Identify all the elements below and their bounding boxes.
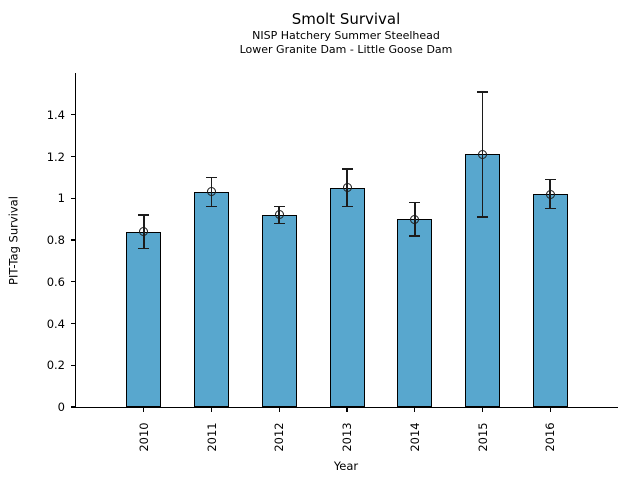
y-tick <box>71 364 76 366</box>
x-tick-label: 2016 <box>543 422 558 452</box>
y-tick <box>71 322 76 325</box>
error-cap-bottom <box>544 207 556 210</box>
y-tick-label: 1.4 <box>46 107 65 122</box>
x-tick-label: 2010 <box>136 422 151 452</box>
open-circle-marker-icon <box>478 149 487 159</box>
chart-subtitle-line1: NISP Hatchery Summer Steelhead <box>252 29 440 42</box>
error-cap-top <box>206 176 217 179</box>
error-cap-bottom <box>273 222 285 225</box>
error-cap-top <box>544 178 556 181</box>
y-tick <box>71 197 76 199</box>
y-tick-label: 0.6 <box>46 274 65 289</box>
x-axis-label: Year <box>333 459 359 473</box>
x-tick <box>143 407 145 412</box>
bar <box>532 194 568 407</box>
open-circle-marker-icon <box>342 183 352 193</box>
open-circle-marker-icon <box>410 214 420 224</box>
y-tick-label: 1 <box>57 191 65 206</box>
y-tick <box>71 114 76 116</box>
chart-title: Smolt Survival <box>291 10 401 28</box>
open-circle-marker-icon <box>274 210 284 220</box>
y-tick <box>71 406 76 408</box>
y-tick-label: 0.8 <box>46 233 65 247</box>
open-circle-marker-icon <box>139 227 149 237</box>
y-tick-label: 0 <box>57 400 65 414</box>
y-tick <box>71 281 76 283</box>
x-tick <box>549 407 551 412</box>
bar <box>126 231 162 407</box>
y-tick <box>71 155 76 158</box>
x-tick-label: 2012 <box>272 422 287 452</box>
open-circle-marker-icon <box>207 187 216 197</box>
y-tick-label: 0.4 <box>46 316 65 331</box>
error-cap-bottom <box>206 205 217 208</box>
error-cap-top <box>477 90 488 93</box>
y-tick-label: 1.2 <box>46 149 65 164</box>
x-tick <box>346 407 348 412</box>
bar <box>397 219 433 407</box>
error-cap-top <box>409 201 421 204</box>
x-tick-label: 2015 <box>475 422 490 452</box>
bar <box>329 187 365 407</box>
open-circle-marker-icon <box>545 189 555 199</box>
x-tick <box>481 407 484 412</box>
x-tick-label: 2014 <box>407 422 422 452</box>
bar <box>261 214 297 407</box>
chart-header: Smolt Survival NISP Hatchery Summer Stee… <box>75 10 617 57</box>
x-tick-label: 2013 <box>340 422 354 452</box>
x-tick <box>278 407 280 412</box>
x-tick <box>414 407 416 412</box>
error-cap-top <box>138 214 150 216</box>
error-cap-top <box>341 168 353 170</box>
error-cap-bottom <box>409 235 421 237</box>
x-tick-label: 2011 <box>204 422 219 452</box>
error-cap-top <box>273 205 285 208</box>
x-tick <box>210 407 213 412</box>
error-cap-bottom <box>138 247 150 250</box>
y-tick <box>71 239 76 241</box>
y-tick-label: 0.2 <box>46 358 65 373</box>
error-cap-bottom <box>477 216 488 218</box>
chart-subtitle-line2: Lower Granite Dam - Little Goose Dam <box>239 43 453 56</box>
plot-area: 0 0.2 0.4 0.6 0.8 1 1.2 1.4 2010 2011 2012 2013 2014… <box>47 73 618 452</box>
error-cap-bottom <box>341 205 353 208</box>
bar <box>194 191 229 407</box>
